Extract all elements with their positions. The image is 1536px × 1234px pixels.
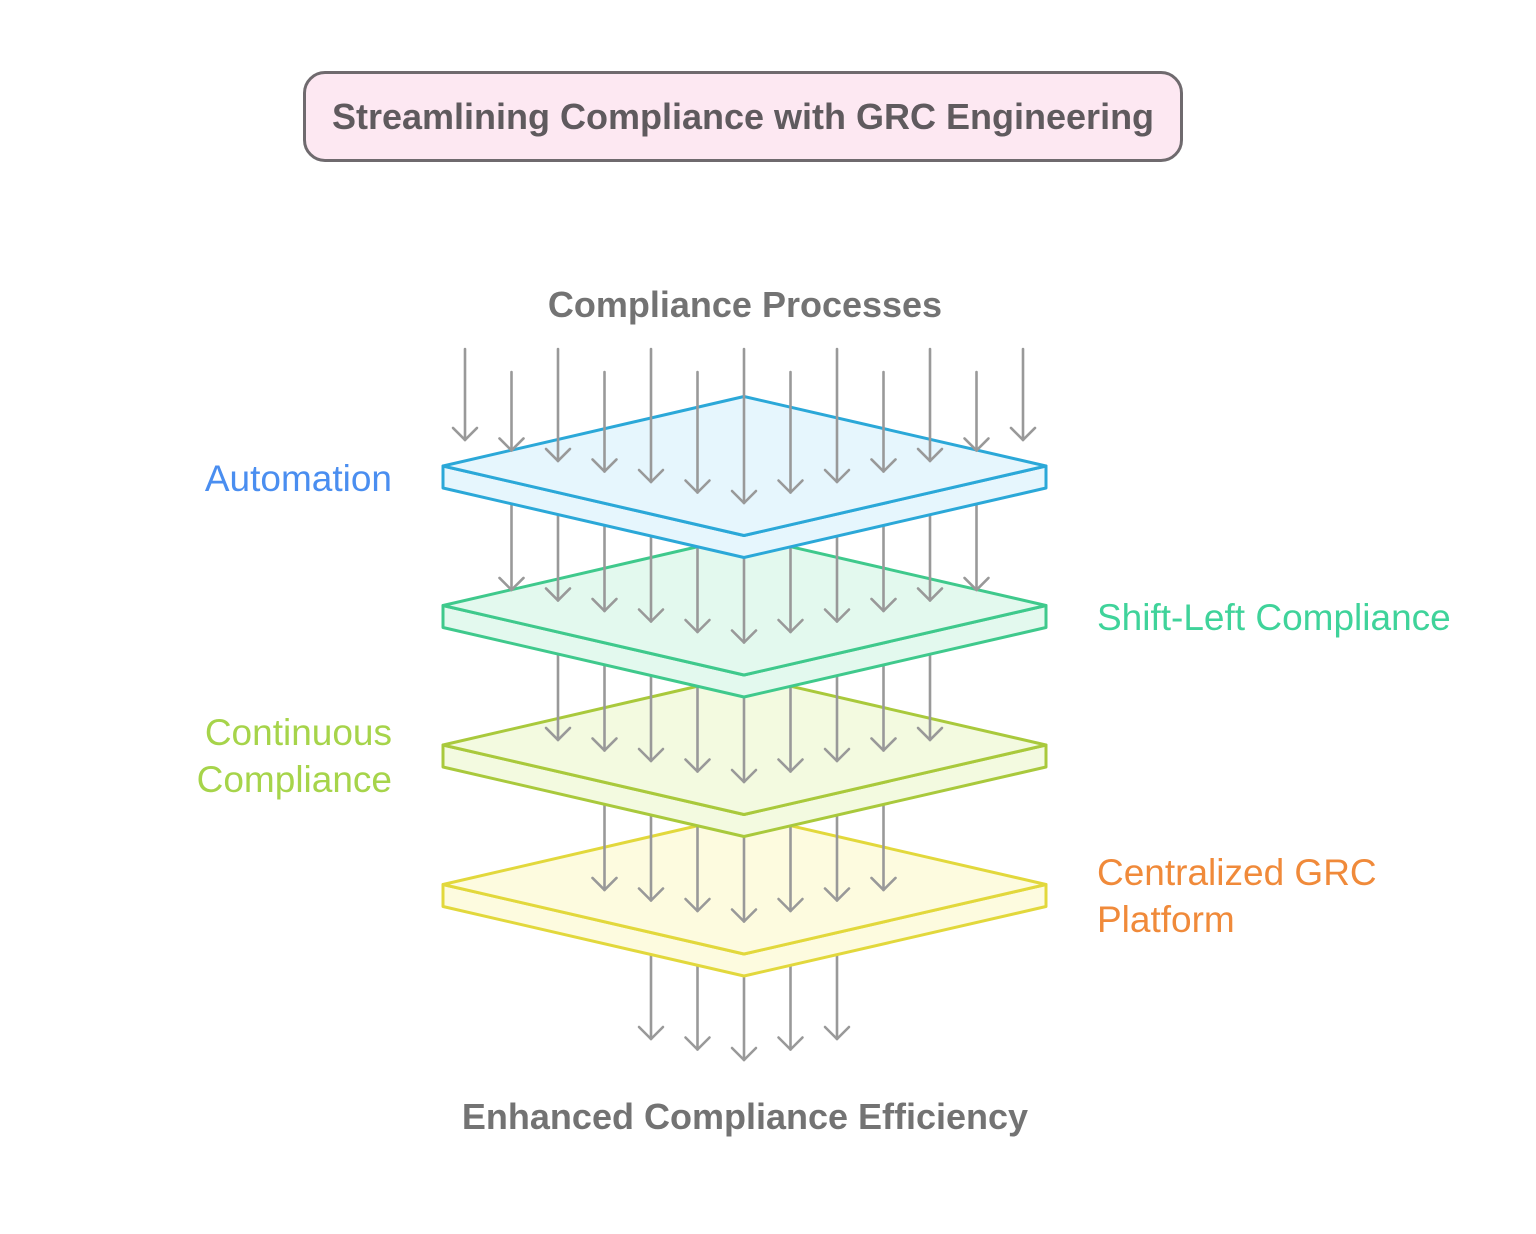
- flow-arrow: [684, 684, 711, 773]
- layer-label-centralized: Centralized GRC Platform: [1097, 852, 1377, 940]
- flow-arrow: [544, 652, 572, 742]
- flow-arrow: [916, 347, 944, 463]
- flow-arrow: [777, 370, 804, 494]
- layer-label-shift-left: Shift-Left Compliance: [1097, 597, 1451, 638]
- flow-arrow: [684, 545, 711, 634]
- flow-arrow: [544, 347, 572, 463]
- output-arrow: [730, 974, 758, 1062]
- flow-arrow: [916, 513, 944, 602]
- layer-label-continuous: Continuous Compliance: [196, 712, 392, 800]
- flow-arrow: [870, 663, 897, 752]
- output-arrow: [684, 963, 711, 1051]
- flow-arrow: [498, 502, 525, 592]
- flow-arrow: [730, 347, 758, 505]
- flow-arrow: [684, 370, 711, 494]
- flow-arrow: [451, 347, 479, 442]
- flow-arrow: [637, 813, 665, 902]
- title: Streamlining Compliance with GRC Enginee…: [331, 95, 1155, 137]
- flow-arrow: [870, 802, 897, 892]
- output-arrow: [637, 953, 665, 1041]
- flow-arrow: [963, 502, 990, 592]
- flow-arrow: [591, 802, 618, 892]
- flow-arrow: [823, 813, 851, 902]
- flow-arrow: [498, 370, 525, 452]
- flow-arrow: [777, 824, 804, 913]
- output-arrow: [777, 963, 804, 1051]
- output-arrow: [823, 953, 851, 1041]
- layer-label-automation: Automation: [204, 458, 392, 499]
- input-label: Compliance Processes: [547, 284, 943, 325]
- flow-arrow: [1009, 347, 1037, 442]
- flow-arrow: [637, 347, 665, 484]
- flow-arrow: [544, 513, 572, 602]
- flow-arrow: [730, 695, 758, 784]
- flow-arrow: [730, 556, 758, 644]
- flow-arrow: [823, 674, 851, 763]
- flow-arrow: [777, 545, 804, 634]
- flow-arrow: [823, 347, 851, 484]
- flow-arrow: [591, 523, 618, 613]
- flow-arrow: [870, 370, 897, 473]
- output-label: Enhanced Compliance Efficiency: [461, 1096, 1029, 1137]
- flow-arrow: [637, 674, 665, 763]
- flow-arrow: [916, 652, 944, 742]
- flow-arrow: [963, 370, 990, 452]
- flow-arrow: [777, 684, 804, 773]
- flow-arrow: [823, 534, 851, 623]
- flow-arrow: [730, 835, 758, 923]
- title-box: Streamlining Compliance with GRC Enginee…: [303, 71, 1183, 162]
- flow-arrow: [684, 824, 711, 913]
- flow-arrow: [591, 663, 618, 752]
- flow-arrow: [870, 523, 897, 613]
- flow-arrow: [591, 370, 618, 473]
- flow-arrow: [637, 534, 665, 623]
